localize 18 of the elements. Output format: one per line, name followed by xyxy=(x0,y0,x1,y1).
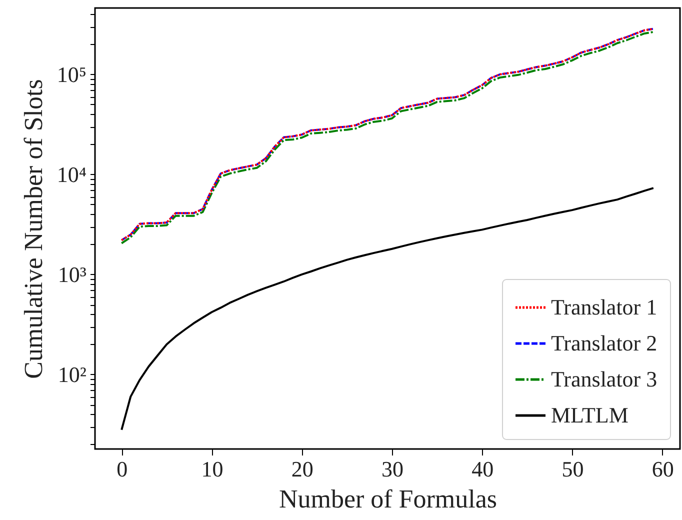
y-tick-label: 10³ xyxy=(58,262,87,287)
legend-label: Translator 1 xyxy=(551,294,658,320)
y-tick-label: 10⁵ xyxy=(56,62,86,87)
x-tick-label: 60 xyxy=(652,456,674,482)
x-tick-label: 50 xyxy=(562,456,584,482)
x-tick-label: 20 xyxy=(291,456,314,482)
y-tick-label: 10⁴ xyxy=(56,162,87,187)
x-tick-label: 10 xyxy=(201,456,224,482)
x-tick-label: 0 xyxy=(116,456,128,482)
legend-label: MLTLM xyxy=(551,402,628,428)
x-tick-label: 40 xyxy=(472,456,494,482)
legend-label: Translator 3 xyxy=(551,366,658,392)
y-axis-title: Cumulative Number of Slots xyxy=(18,79,48,379)
y-tick-label: 10² xyxy=(58,362,87,387)
x-axis-title: Number of Formulas xyxy=(278,484,498,514)
x-tick-label: 30 xyxy=(382,456,404,482)
line-series xyxy=(120,187,654,431)
legend-label: Translator 2 xyxy=(551,330,658,356)
